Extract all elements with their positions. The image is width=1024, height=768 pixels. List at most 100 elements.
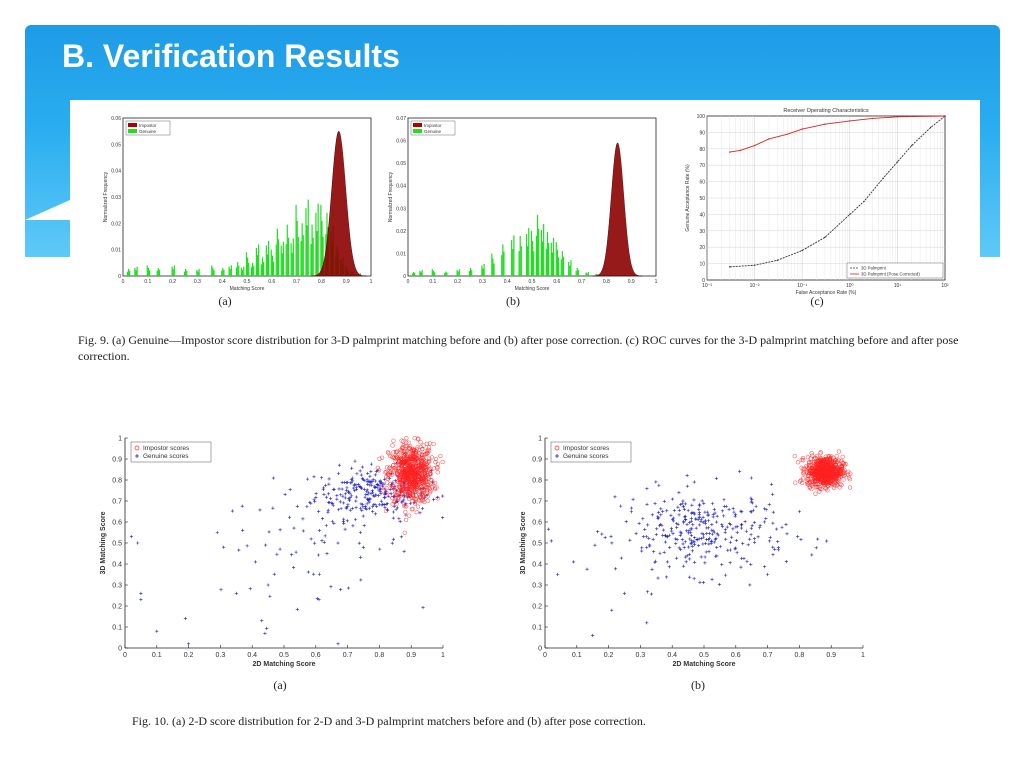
impostor-score-point	[394, 450, 399, 455]
genuine-score-point	[816, 537, 820, 541]
genuine-score-point	[358, 469, 362, 473]
genuine-score-point	[342, 521, 346, 526]
genuine-score-point	[712, 507, 716, 511]
legend-swatch-genuine	[413, 129, 422, 133]
genuine-score-point	[332, 487, 336, 492]
genuine-score-point	[266, 583, 270, 587]
genuine-score-point	[432, 498, 436, 502]
genuine-score-point	[651, 537, 655, 541]
genuine-score-point	[358, 530, 363, 535]
genuine-bar	[556, 249, 558, 276]
genuine-bar	[561, 251, 563, 276]
roc-point	[768, 138, 770, 140]
genuine-bar	[492, 258, 494, 276]
genuine-score-point	[696, 544, 701, 548]
genuine-score-point	[691, 523, 695, 527]
genuine-score-point	[331, 502, 335, 506]
genuine-score-point	[343, 492, 347, 496]
genuine-score-point	[641, 517, 645, 521]
genuine-score-point	[155, 629, 159, 633]
genuine-score-point	[342, 480, 346, 484]
x-tick-label: 0	[123, 652, 127, 659]
genuine-score-point	[731, 506, 735, 511]
impostor-score-point	[406, 445, 412, 450]
impostor-score-point	[825, 477, 831, 482]
roc-point	[801, 249, 803, 252]
genuine-bar	[482, 268, 484, 276]
genuine-score-point	[748, 583, 752, 587]
impostor-score-point	[836, 477, 842, 482]
impostor-score-point	[386, 451, 391, 456]
genuine-bar	[557, 257, 560, 276]
impostor-score-point	[816, 474, 821, 480]
x-tick-label: 0.1	[429, 279, 436, 285]
genuine-score-point	[746, 543, 750, 547]
genuine-score-point	[685, 554, 689, 558]
genuine-bar	[530, 230, 533, 276]
genuine-score-point	[687, 529, 691, 533]
roc-point	[824, 123, 826, 125]
genuine-bar	[228, 266, 230, 276]
impostor-score-point	[800, 455, 806, 461]
impostor-score-point	[410, 454, 415, 459]
genuine-score-point	[681, 505, 685, 509]
genuine-score-point	[402, 549, 406, 553]
genuine-score-point	[370, 489, 374, 493]
impostor-score-point	[818, 479, 824, 485]
genuine-bar	[230, 265, 232, 276]
impostor-score-point	[440, 459, 445, 465]
genuine-score-point	[699, 536, 704, 541]
genuine-score-point	[670, 497, 675, 501]
y-tick-label: 0.8	[532, 478, 542, 485]
y-tick-label: 10	[699, 262, 705, 268]
genuine-score-point	[645, 621, 649, 625]
genuine-bar	[243, 266, 245, 276]
genuine-score-point	[271, 476, 276, 480]
y-tick-label: 0.01	[396, 251, 406, 257]
impostor-score-point	[432, 480, 438, 486]
impostor-score-point	[409, 507, 415, 512]
genuine-score-point	[373, 473, 378, 477]
roc-point	[849, 120, 851, 122]
genuine-score-point	[441, 516, 445, 520]
genuine-score-point	[770, 492, 775, 496]
genuine-score-point	[677, 546, 681, 550]
genuine-bar	[282, 241, 285, 276]
genuine-bar	[411, 273, 414, 276]
y-tick-label: 0.07	[396, 116, 406, 122]
genuine-score-point	[600, 532, 604, 536]
impostor-score-point	[381, 488, 386, 494]
genuine-score-point	[689, 516, 693, 520]
x-tick-label: 0.9	[406, 652, 416, 659]
genuine-score-point	[685, 473, 689, 478]
impostor-score-point	[833, 480, 839, 485]
impostor-score-point	[384, 486, 389, 491]
fig9-caption: Fig. 9. (a) Genuine—Impostor score distr…	[78, 333, 959, 363]
genuine-score-point	[342, 501, 346, 505]
genuine-score-point	[677, 513, 681, 517]
genuine-bar	[576, 267, 578, 276]
genuine-score-point	[368, 480, 373, 485]
impostor-score-point	[410, 506, 415, 511]
impostor-score-point	[426, 456, 432, 461]
genuine-score-point	[322, 540, 326, 544]
genuine-bar	[290, 243, 292, 276]
impostor-score-point	[390, 485, 395, 490]
genuine-score-point	[323, 534, 327, 538]
genuine-score-point	[687, 552, 691, 557]
genuine-score-point	[663, 533, 667, 538]
x-tick-label: 0.6	[268, 279, 275, 285]
x-tick-label: 0.3	[636, 652, 646, 659]
genuine-score-point	[667, 533, 671, 537]
genuine-score-point	[681, 499, 685, 503]
genuine-score-point	[720, 509, 725, 513]
x-tick-label: 0.3	[479, 279, 486, 285]
genuine-score-point	[374, 493, 378, 497]
impostor-score-point	[398, 447, 403, 453]
genuine-score-point	[377, 503, 381, 507]
genuine-score-point	[325, 552, 329, 556]
genuine-score-point	[327, 482, 331, 486]
impostor-score-point	[838, 482, 843, 487]
genuine-score-point	[704, 531, 709, 536]
impostor-score-point	[431, 466, 437, 471]
